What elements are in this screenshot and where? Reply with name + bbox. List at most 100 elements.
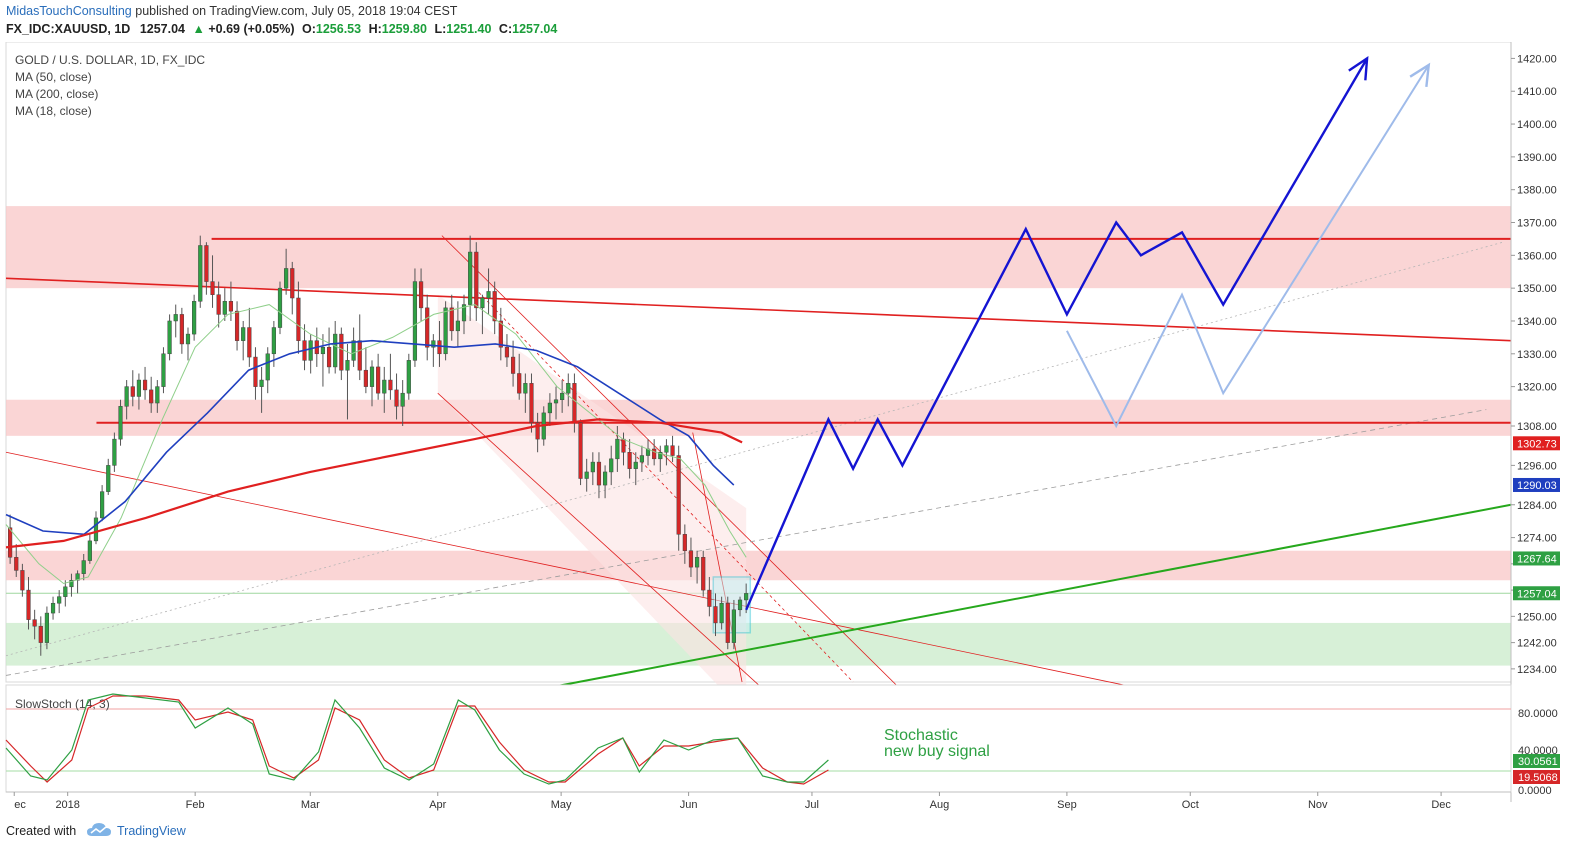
time-tick-label: Nov: [1308, 799, 1328, 811]
tradingview-cloud-icon[interactable]: [86, 822, 112, 838]
price-badge-0: [1513, 436, 1560, 451]
candle: [106, 465, 111, 492]
price-tick-label: 1274.00: [1517, 533, 1557, 545]
candle: [351, 340, 356, 361]
green-support-line: [474, 503, 1512, 703]
candle: [234, 310, 240, 341]
candle: [615, 438, 620, 460]
time-tick-label: Feb: [186, 799, 205, 811]
buy-signal-box: [712, 576, 752, 634]
candle: [688, 550, 694, 568]
candle: [621, 438, 626, 453]
candle: [455, 320, 460, 332]
candle: [265, 353, 270, 381]
stoch-k-badge-text: 30.0561: [1518, 756, 1558, 768]
price-tick-label: 1320.00: [1517, 382, 1557, 394]
legend-ma200: MA (200, close): [15, 87, 98, 101]
candle: [118, 406, 123, 440]
candle: [333, 333, 338, 368]
time-tick-label: Dec: [1431, 799, 1451, 811]
price-tick-label: 1400.00: [1517, 119, 1557, 131]
candle: [744, 593, 749, 601]
candle: [308, 340, 313, 361]
price-badge-text-0: 1302.73: [1517, 438, 1557, 450]
low-label: L:: [434, 22, 447, 36]
candle: [44, 612, 50, 643]
candle: [136, 379, 142, 397]
candle: [204, 245, 209, 282]
candle: [737, 599, 743, 611]
high-value: 1259.80: [381, 22, 427, 36]
candle: [339, 333, 344, 371]
candle: [296, 297, 301, 341]
dashed-down-line: [474, 287, 854, 683]
zone-0: [6, 206, 1511, 289]
candle: [210, 281, 215, 295]
candle: [93, 517, 99, 542]
candle: [161, 353, 166, 387]
main-pane[interactable]: [5, 42, 1512, 683]
candle: [486, 291, 491, 299]
candle: [81, 560, 86, 574]
symbol-label[interactable]: FX_IDC:XAUUSD, 1D: [6, 22, 131, 36]
candle: [492, 291, 497, 322]
candle: [535, 422, 540, 440]
candle: [725, 602, 730, 643]
stoch-k-badge: [1513, 754, 1560, 768]
high-label: H:: [368, 22, 382, 36]
price-tick-label: 1420.00: [1517, 53, 1557, 65]
price-chart[interactable]: GOLD / U.S. DOLLAR, 1D, FX_IDC MA (50, c…: [0, 42, 1585, 818]
candle: [198, 245, 203, 302]
candle: [130, 386, 135, 397]
candle: [664, 445, 669, 453]
down-channel-fill: [437, 294, 747, 715]
candle: [504, 346, 510, 358]
candle: [259, 379, 264, 387]
candle: [652, 448, 657, 460]
candle: [682, 534, 687, 551]
candle: [627, 452, 632, 469]
candle: [523, 383, 528, 394]
price-tick-label: 1296.00: [1517, 460, 1557, 472]
footer-bar: Created with TradingView: [0, 820, 1585, 858]
candle: [443, 307, 448, 355]
candle: [461, 304, 467, 322]
candle: [510, 356, 516, 374]
price-tick-label: 1350.00: [1517, 283, 1557, 295]
time-axis[interactable]: ec 2018 Feb Mar Apr May Jun Jul Aug Sep Oct Nov Dec: [13, 792, 1451, 811]
price-tick-label: 1340.00: [1517, 316, 1557, 328]
dashed-up-line: [5, 409, 1487, 676]
candle: [394, 389, 399, 407]
candle: [284, 268, 289, 289]
candle: [8, 527, 13, 558]
ma50-line: [5, 339, 735, 536]
author-link[interactable]: MidasTouchConsulting: [6, 4, 132, 18]
candle: [578, 422, 583, 479]
candle: [100, 491, 105, 519]
time-tick-label: ec: [14, 799, 26, 811]
price-tick-label: 1370.00: [1517, 218, 1557, 230]
candle: [517, 373, 522, 394]
candle: [142, 379, 148, 391]
price-tick-label: 1390.00: [1517, 152, 1557, 164]
candle: [57, 596, 62, 604]
price-axis[interactable]: 1234.00 1242.00 1250.00 1274.00 1284.00 1296.…: [1511, 53, 1557, 676]
price-tick-label: 1308.00: [1517, 421, 1557, 433]
zone-1: [6, 399, 1511, 436]
upper-trend-line: [5, 277, 1512, 342]
change-value: +0.69 (+0.05%): [208, 22, 295, 36]
candle: [26, 589, 31, 620]
price-badge-text-1: 1290.03: [1517, 480, 1557, 492]
stoch-d-badge: [1513, 770, 1560, 784]
candle: [719, 602, 724, 624]
stoch-pane[interactable]: [5, 684, 1512, 793]
candle: [326, 346, 332, 368]
candle: [112, 438, 117, 466]
candle: [560, 392, 565, 400]
publish-info: published on TradingView.com, July 05, 2…: [131, 4, 458, 18]
candle: [731, 609, 736, 643]
tradingview-link[interactable]: TradingView: [117, 824, 186, 838]
candle: [271, 327, 276, 355]
price-badge-2: [1513, 551, 1560, 566]
time-tick-label: Mar: [301, 799, 320, 811]
